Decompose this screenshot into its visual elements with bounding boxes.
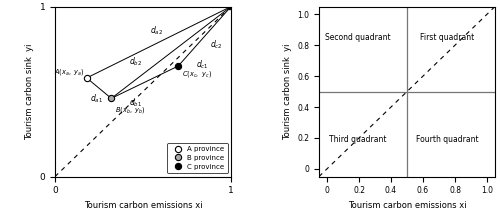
- X-axis label: Tourism carbon emissions xi: Tourism carbon emissions xi: [348, 201, 467, 210]
- Text: $d_{c2}$: $d_{c2}$: [210, 38, 222, 51]
- Text: First quadrant: First quadrant: [420, 33, 474, 42]
- Text: $A(x_a,\ y_a)$: $A(x_a,\ y_a)$: [54, 67, 85, 77]
- Y-axis label: Tourism carbon sink  yi: Tourism carbon sink yi: [25, 43, 34, 140]
- Text: Fourth quadrant: Fourth quadrant: [416, 135, 479, 144]
- Text: $d_{c1}$: $d_{c1}$: [196, 59, 208, 71]
- Text: $d_{a2}$: $d_{a2}$: [150, 25, 163, 37]
- Text: Second quadrant: Second quadrant: [325, 33, 390, 42]
- X-axis label: Tourism carbon emissions xi: Tourism carbon emissions xi: [84, 201, 202, 210]
- Text: $B(x_b,\ y_b)$: $B(x_b,\ y_b)$: [115, 105, 146, 115]
- Y-axis label: Tourism carbon sink  yi: Tourism carbon sink yi: [282, 43, 292, 140]
- Text: $C(x_c,\ y_c)$: $C(x_c,\ y_c)$: [182, 70, 212, 79]
- Text: $d_{a1}$: $d_{a1}$: [90, 93, 103, 105]
- Legend: A province, B province, C province: A province, B province, C province: [168, 143, 228, 173]
- Text: Third quadrant: Third quadrant: [329, 135, 386, 144]
- Text: $d_{b1}$: $d_{b1}$: [129, 96, 142, 109]
- Text: $d_{b2}$: $d_{b2}$: [129, 55, 142, 68]
